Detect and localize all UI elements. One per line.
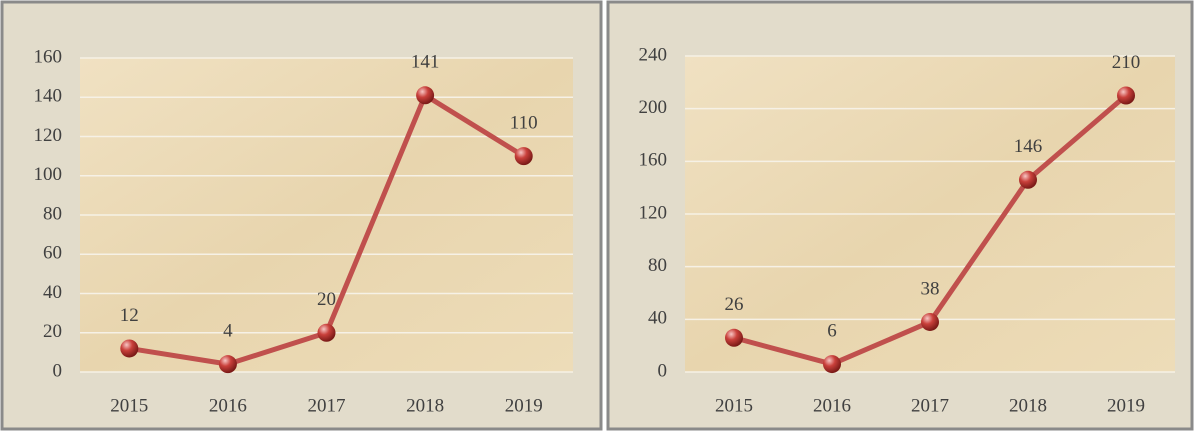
- marker: [514, 147, 533, 166]
- y-tick-label: 140: [34, 86, 63, 107]
- marker: [120, 339, 139, 358]
- y-tick-label: 160: [34, 46, 63, 67]
- x-tick-label: 2017: [308, 395, 346, 416]
- marker: [317, 323, 336, 342]
- x-tick-label: 2018: [1009, 395, 1047, 416]
- y-tick-label: 80: [43, 203, 62, 224]
- marker: [1019, 170, 1037, 189]
- x-tick-label: 2018: [406, 395, 444, 416]
- marker: [921, 312, 939, 331]
- data-label: 4: [223, 321, 233, 342]
- x-tick-label: 2019: [505, 395, 543, 416]
- y-tick-label: 160: [639, 150, 668, 171]
- data-label: 141: [411, 52, 440, 73]
- marker: [823, 355, 841, 374]
- marker: [218, 355, 237, 374]
- y-tick-label: 80: [648, 255, 667, 276]
- data-label: 110: [510, 112, 538, 133]
- x-tick-label: 2016: [813, 395, 851, 416]
- y-tick-label: 40: [648, 308, 667, 329]
- y-tick-label: 120: [34, 125, 63, 146]
- x-tick-label: 2017: [911, 395, 949, 416]
- y-tick-label: 100: [34, 164, 63, 185]
- marker: [725, 328, 743, 347]
- y-tick-label: 40: [43, 282, 62, 303]
- y-tick-label: 240: [639, 44, 668, 65]
- x-tick-label: 2016: [209, 395, 247, 416]
- data-label: 146: [1014, 136, 1043, 157]
- marker: [416, 86, 435, 105]
- y-tick-label: 200: [639, 97, 668, 118]
- y-tick-label: 60: [43, 243, 62, 264]
- data-label: 210: [1112, 52, 1141, 73]
- data-label: 12: [120, 305, 139, 326]
- y-tick-label: 20: [43, 321, 62, 342]
- x-tick-label: 2015: [715, 395, 753, 416]
- x-tick-label: 2015: [110, 395, 148, 416]
- x-tick-label: 2019: [1107, 395, 1145, 416]
- y-tick-label: 120: [639, 202, 668, 223]
- marker: [1117, 86, 1135, 105]
- y-tick-label: 0: [658, 360, 668, 381]
- data-label: 20: [317, 289, 336, 310]
- y-tick-label: 0: [53, 360, 63, 381]
- data-label: 26: [725, 294, 744, 315]
- data-label: 38: [921, 278, 940, 299]
- data-label: 6: [827, 320, 837, 341]
